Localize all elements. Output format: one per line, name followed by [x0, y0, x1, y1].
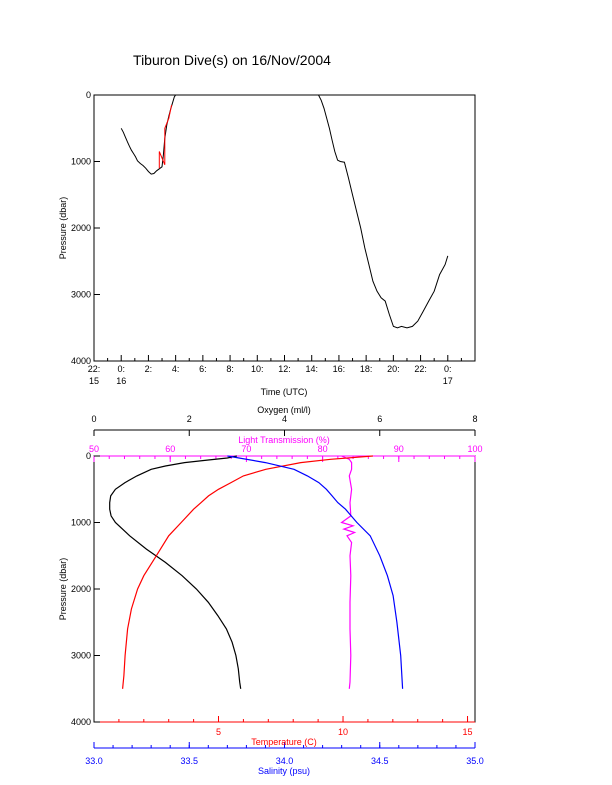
- y-tick-label: 4000: [71, 717, 91, 727]
- salinity-tick-label: 34.5: [371, 756, 389, 766]
- y-tick-label: 3000: [71, 290, 91, 300]
- light-transmission-axis-label: Light Transmission (%): [238, 435, 330, 445]
- top-pressure-axis-label: Pressure (dbar): [58, 197, 68, 260]
- y-tick-label: 2000: [71, 223, 91, 233]
- temperature-tick-label: 15: [463, 727, 473, 737]
- oxygen-tick-label: 4: [282, 414, 287, 424]
- light-tick-label: 70: [241, 444, 251, 454]
- y-tick-label: 0: [86, 451, 91, 461]
- light-tick-label: 60: [165, 444, 175, 454]
- ctd-pressure-axis-ticks: 0 1000 2000 3000 4000: [71, 451, 100, 727]
- light-tick-label: 90: [394, 444, 404, 454]
- y-tick-label: 2000: [71, 584, 91, 594]
- x-tick-label: 22:: [88, 364, 101, 374]
- oxygen-axis-label: Oxygen (ml/l): [257, 405, 311, 415]
- x-tick-label: 17: [443, 376, 453, 386]
- y-tick-label: 1000: [71, 518, 91, 528]
- dive-profile-series: [120, 94, 449, 329]
- salinity-tick-label: 33.5: [180, 756, 198, 766]
- salinity-tick-label: 33.0: [85, 756, 103, 766]
- temperature-tick-label: 5: [216, 727, 221, 737]
- light-profile-line: [340, 455, 357, 689]
- time-axis-ticks: 22: 15 0: 16 2: 4: 6: 8: 10: 12: 14: 16: 18: 20: 22: 0:…: [88, 355, 462, 386]
- salinity-tick-label: 35.0: [466, 756, 484, 766]
- time-axis-label: Time (UTC): [261, 387, 308, 397]
- pressure-axis-ticks: 0 1000 2000 3000 4000: [71, 90, 100, 366]
- x-tick-label: 22:: [414, 364, 427, 374]
- light-tick-label: 100: [467, 444, 482, 454]
- x-tick-label: 12:: [278, 364, 291, 374]
- temperature-tick-label: 10: [338, 727, 348, 737]
- y-tick-label: 0: [86, 90, 91, 100]
- light-tick-label: 80: [318, 444, 328, 454]
- x-tick-label: 0:: [444, 364, 452, 374]
- oxygen-tick-label: 0: [91, 414, 96, 424]
- oxygen-profile-line: [109, 455, 242, 689]
- dive-track-line: [158, 104, 173, 169]
- oxygen-tick-label: 6: [377, 414, 382, 424]
- dive-profile-plot: 22: 15 0: 16 2: 4: 6: 8: 10: 12: 14: 16: 18: 20: 22: 0:…: [71, 90, 476, 386]
- salinity-axis-label: Salinity (psu): [258, 766, 310, 776]
- x-tick-label: 10:: [251, 364, 264, 374]
- oxygen-tick-label: 2: [187, 414, 192, 424]
- light-tick-label: 50: [89, 444, 99, 454]
- bottom-pressure-axis-label: Pressure (dbar): [58, 558, 68, 621]
- x-tick-label: 15: [89, 376, 99, 386]
- x-tick-label: 0:: [117, 364, 125, 374]
- x-tick-label: 16:: [333, 364, 346, 374]
- y-tick-label: 1000: [71, 157, 91, 167]
- ctd-profile-series: [109, 455, 404, 689]
- salinity-tick-label: 34.0: [276, 756, 294, 766]
- ctd-profile-plot: 0 2 4 6 8 50 60 70 80 90 100 5 10 15 33.0 33.5 34.0 34.5 3…: [71, 414, 484, 766]
- salinity-profile-line: [227, 455, 404, 689]
- dive-track-line: [175, 94, 449, 329]
- x-tick-label: 20:: [387, 364, 400, 374]
- temperature-profile-line: [122, 455, 373, 689]
- y-tick-label: 4000: [71, 356, 91, 366]
- x-tick-label: 6:: [199, 364, 207, 374]
- x-tick-label: 8:: [226, 364, 234, 374]
- x-tick-label: 4:: [172, 364, 180, 374]
- chart-title: Tiburon Dive(s) on 16/Nov/2004: [133, 52, 331, 68]
- x-tick-label: 16: [116, 376, 126, 386]
- oxygen-tick-label: 8: [472, 414, 477, 424]
- x-tick-label: 14:: [305, 364, 318, 374]
- x-tick-label: 18:: [360, 364, 373, 374]
- ctd-axes-ticks: 0 2 4 6 8 50 60 70 80 90 100 5 10 15 33.0 33.5 34.0 34.5 3…: [85, 414, 484, 766]
- temperature-axis-label: Temperature (C): [251, 737, 317, 747]
- x-tick-label: 2:: [145, 364, 153, 374]
- y-tick-label: 3000: [71, 651, 91, 661]
